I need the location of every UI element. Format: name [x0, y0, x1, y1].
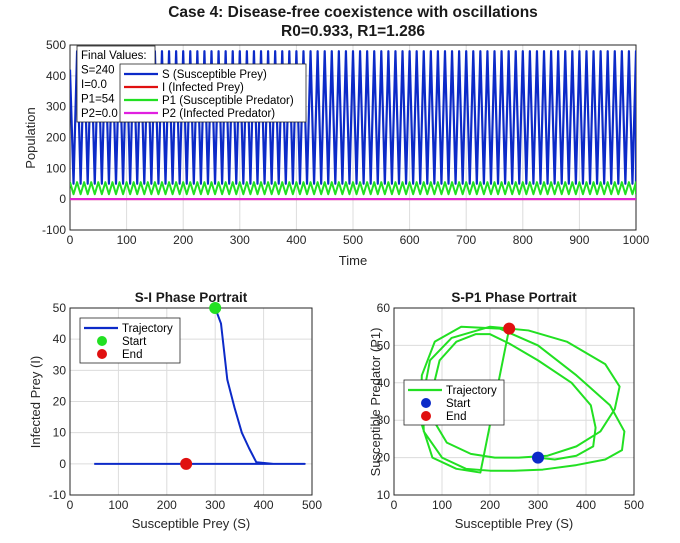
final-values-line: Final Values: — [81, 50, 147, 62]
time-series-plot: 0 100 200 300 400 500 600 700 800 900 1000-1000100… — [42, 38, 650, 247]
series-line-2 — [70, 181, 636, 196]
y-tick-label: 10 — [53, 426, 67, 440]
end-marker — [503, 322, 516, 335]
x-tick-label: 400 — [254, 498, 274, 512]
x-tick-label: 500 — [343, 233, 363, 247]
si-title: S-I Phase Portrait — [135, 290, 248, 305]
y-tick-label: 30 — [377, 413, 391, 427]
axes-box — [393, 307, 635, 496]
final-values-line: S=240 — [81, 65, 115, 77]
x-tick-label: 500 — [302, 498, 322, 512]
legend-label: Trajectory — [122, 323, 173, 335]
series-group — [70, 50, 636, 201]
legend-marker-swatch — [421, 411, 431, 421]
final-values-line: I=0.0 — [81, 79, 107, 91]
y-tick-label: -100 — [42, 223, 66, 237]
final-values-line: P1=54 — [81, 94, 115, 106]
y-tick-label: 100 — [46, 161, 66, 175]
si-phase-plot: 0 100 200 300 400 500-1001020304050Trajectory… — [49, 301, 323, 512]
legend-label: P1 (Susceptible Predator) — [162, 95, 294, 107]
end-marker — [180, 457, 193, 470]
sp1-title: S-P1 Phase Portrait — [451, 290, 577, 305]
final-values-line: P2=0.0 — [81, 108, 118, 120]
legend-label: I (Infected Prey) — [162, 82, 244, 94]
y-tick-label: 200 — [46, 131, 66, 145]
x-tick-label: 200 — [480, 498, 500, 512]
x-tick-label: 100 — [117, 233, 137, 247]
x-tick-label: 1000 — [623, 233, 650, 247]
x-tick-label: 100 — [432, 498, 452, 512]
y-tick-label: 400 — [46, 69, 66, 83]
legend-box — [403, 379, 505, 426]
x-tick-label: 700 — [456, 233, 476, 247]
y-tick-label: 60 — [377, 301, 391, 315]
series-line-0 — [70, 50, 636, 185]
sp1-xlabel: Susceptible Prey (S) — [455, 516, 574, 531]
y-tick-label: 50 — [53, 301, 67, 315]
x-tick-label: 500 — [624, 498, 644, 512]
legend-label: End — [122, 349, 142, 361]
y-tick-label: 40 — [53, 332, 67, 346]
main-title: Case 4: Disease-free coexistence with os… — [168, 4, 538, 21]
legend-marker-swatch — [97, 336, 107, 346]
trajectory-line — [419, 325, 626, 474]
x-tick-label: 100 — [108, 498, 128, 512]
x-tick-label: 600 — [400, 233, 420, 247]
y-tick-label: 10 — [377, 488, 391, 502]
si-ylabel: Infected Prey (I) — [28, 356, 43, 448]
trajectory-group — [419, 325, 626, 474]
y-tick-label: 300 — [46, 100, 66, 114]
si-xlabel: Susceptible Prey (S) — [132, 516, 251, 531]
trajectory-line — [94, 307, 306, 465]
main-subtitle: R0=0.933, R1=1.286 — [281, 23, 425, 40]
legend-label: Trajectory — [446, 385, 497, 397]
x-tick-label: 0 — [391, 498, 398, 512]
x-tick-label: 200 — [157, 498, 177, 512]
legend-label: Start — [122, 336, 147, 348]
x-tick-label: 0 — [67, 233, 74, 247]
x-tick-label: 0 — [67, 498, 74, 512]
x-tick-label: 900 — [569, 233, 589, 247]
sp1-phase-plot: 0 100 200 300 400 500 10 20 30 40 50 60 TrajectorySt… — [377, 301, 645, 512]
legend-label: Start — [446, 398, 471, 410]
x-tick-label: 300 — [205, 498, 225, 512]
y-tick-label: 0 — [59, 192, 66, 206]
trajectory-group — [94, 307, 306, 465]
legend-marker-swatch — [97, 349, 107, 359]
start-marker — [209, 302, 222, 314]
top-xlabel: Time — [339, 253, 367, 268]
top-ylabel: Population — [23, 107, 38, 168]
legend-label: S (Susceptible Prey) — [162, 69, 267, 81]
y-tick-label: 500 — [46, 38, 66, 52]
start-marker — [532, 451, 544, 464]
x-tick-label: 200 — [173, 233, 193, 247]
y-tick-label: 40 — [377, 376, 391, 390]
legend-label: End — [446, 411, 466, 423]
y-tick-label: 0 — [59, 457, 66, 471]
x-tick-label: 400 — [286, 233, 306, 247]
y-tick-label: 20 — [377, 451, 391, 465]
axes-box — [69, 307, 313, 496]
x-tick-label: 800 — [513, 233, 533, 247]
sp1-ylabel: Susceptible Predator (P1) — [368, 328, 383, 477]
legend-box — [79, 317, 181, 364]
x-tick-label: 300 — [528, 498, 548, 512]
x-tick-label: 300 — [230, 233, 250, 247]
y-tick-label: 50 — [377, 338, 391, 352]
y-tick-label: 20 — [53, 395, 67, 409]
legend-label: P2 (Infected Predator) — [162, 108, 275, 120]
x-tick-label: 400 — [576, 498, 596, 512]
legend-marker-swatch — [421, 398, 431, 408]
y-tick-label: -10 — [49, 488, 67, 502]
y-tick-label: 30 — [53, 363, 67, 377]
